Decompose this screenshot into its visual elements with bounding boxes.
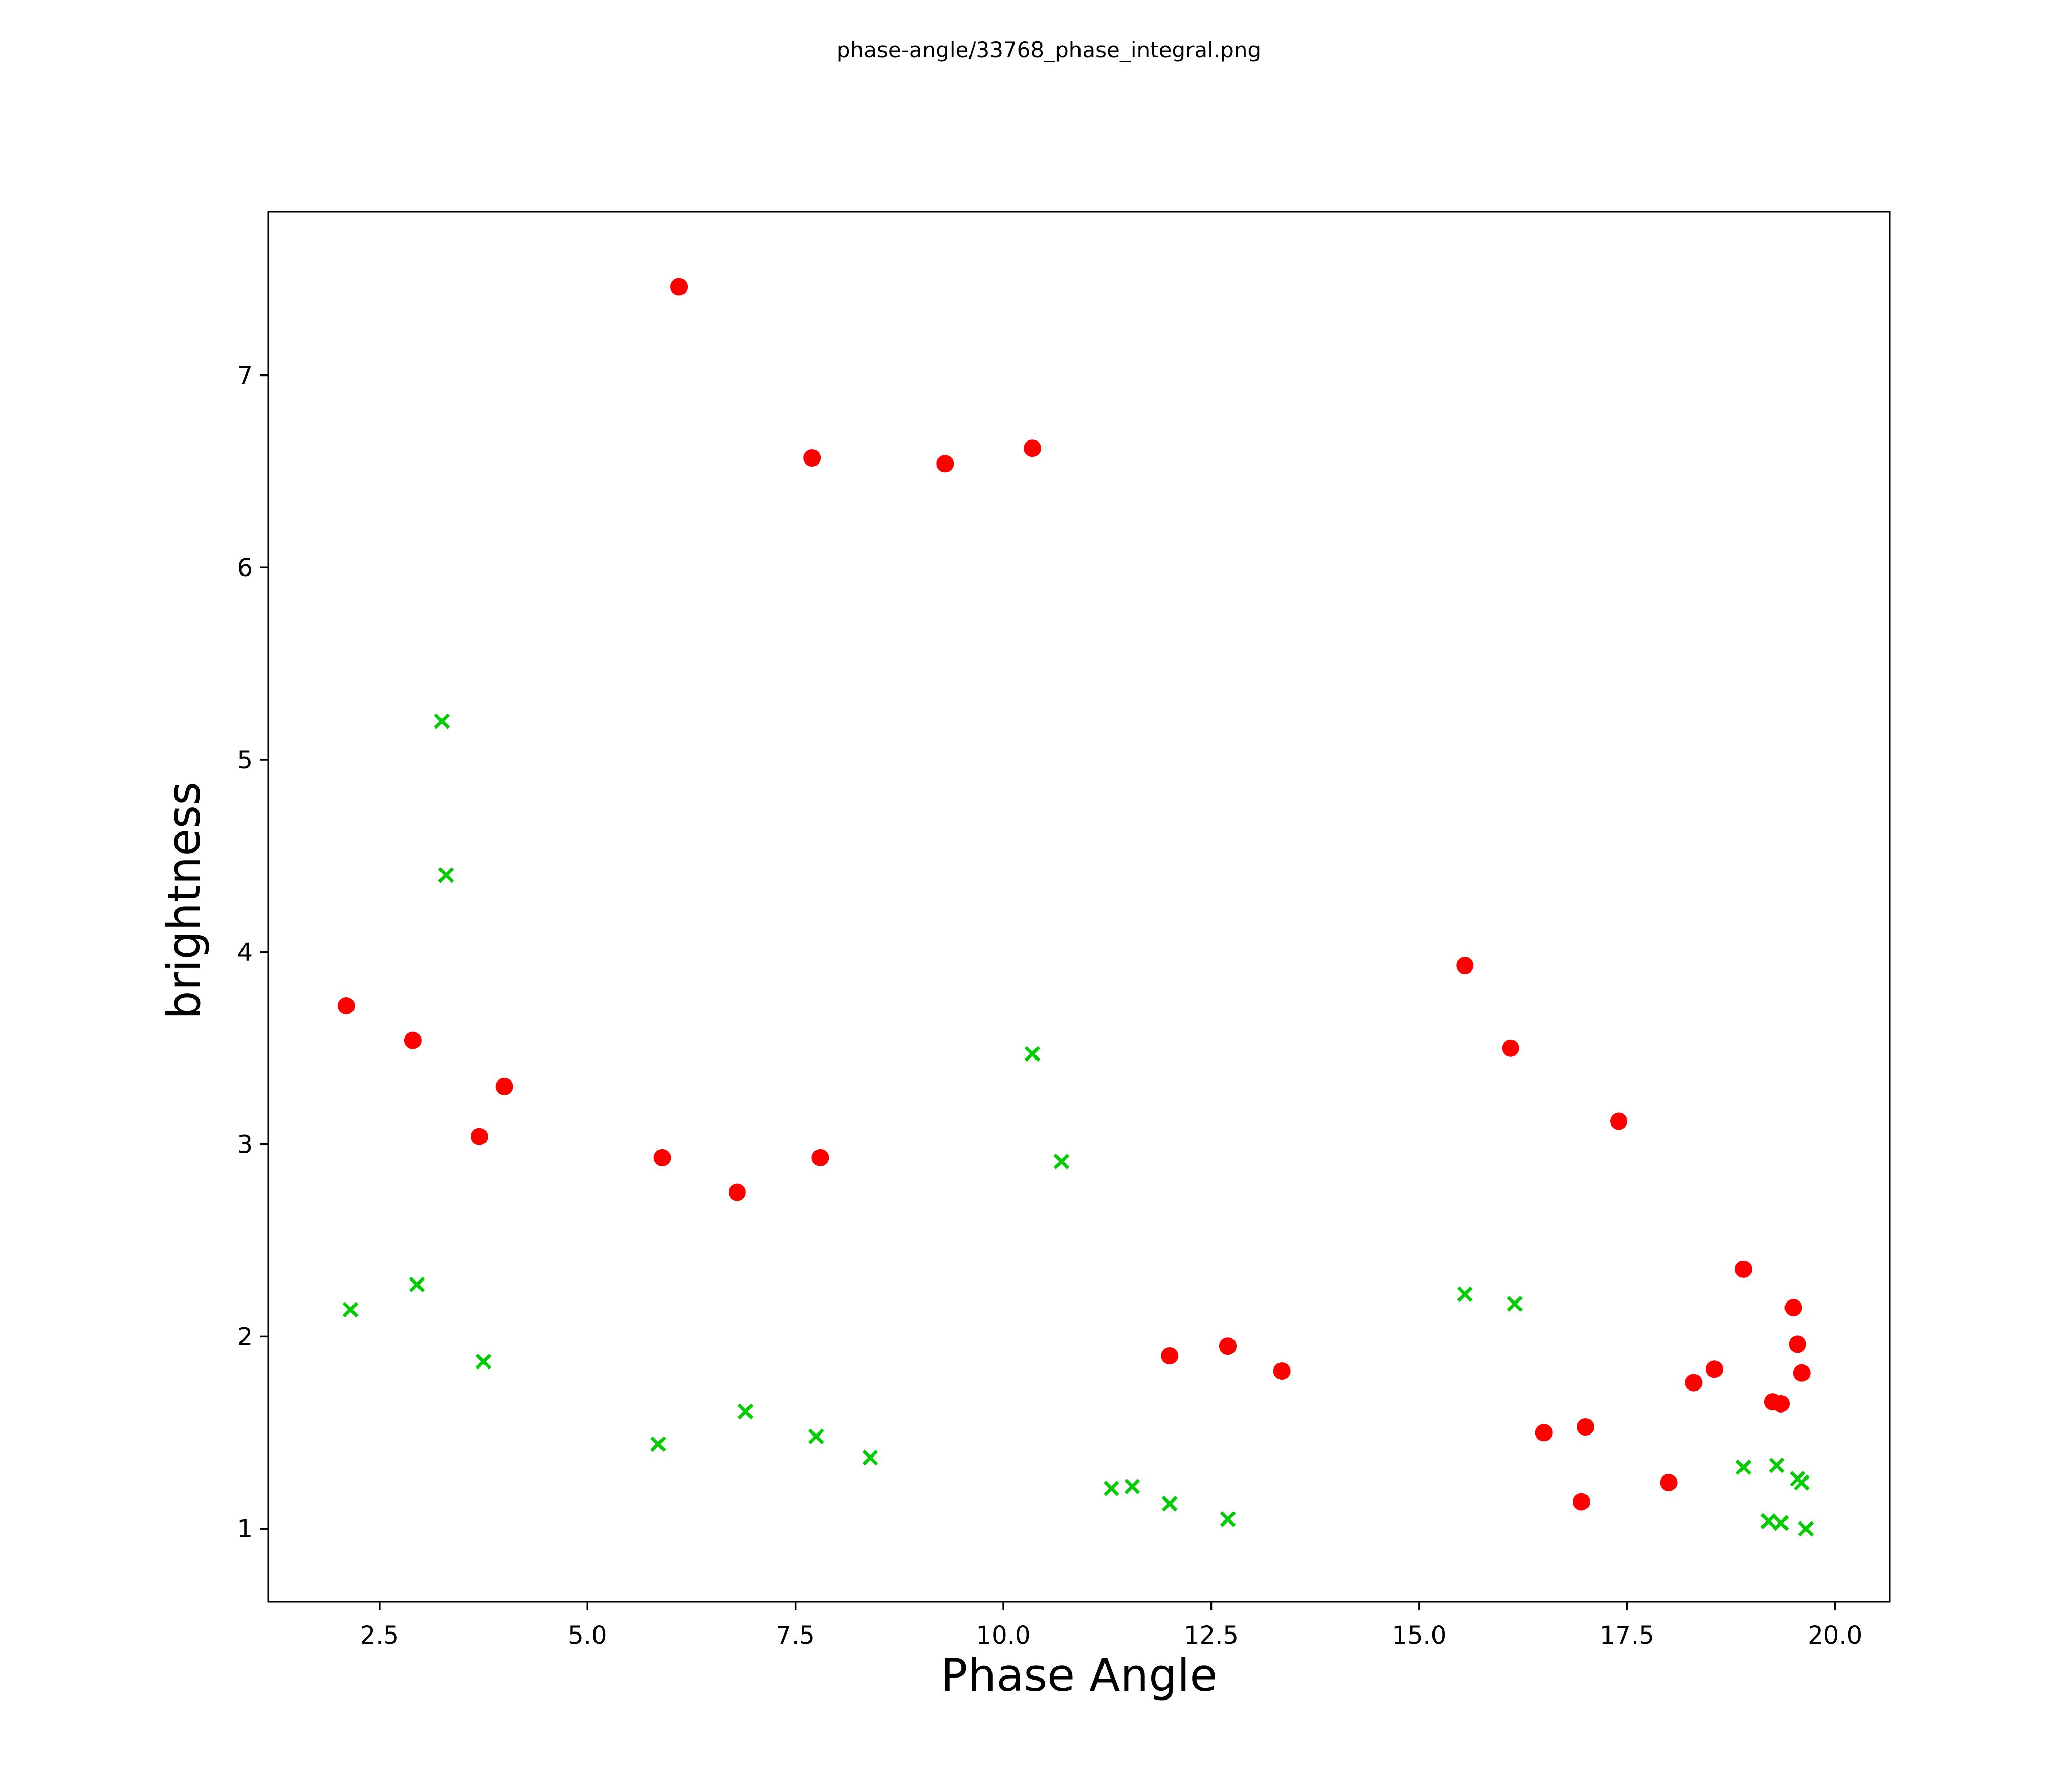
x-tick-label: 2.5 xyxy=(360,1621,399,1650)
data-point-red-circles xyxy=(470,1128,488,1145)
data-point-green-x xyxy=(1794,1474,1810,1491)
data-point-red-circles xyxy=(1734,1260,1752,1278)
data-point-red-circles xyxy=(1577,1418,1595,1436)
data-point-green-x xyxy=(862,1449,878,1466)
data-point-green-x xyxy=(1024,1046,1041,1062)
y-tick-label: 3 xyxy=(237,1131,253,1159)
data-point-red-circles xyxy=(1793,1364,1811,1382)
data-point-red-circles xyxy=(1273,1362,1291,1380)
x-tick-label: 15.0 xyxy=(1392,1621,1446,1650)
y-axis-ticks: 1 2 3 4 5 6 7 xyxy=(237,361,268,1543)
data-point-green-x xyxy=(1507,1296,1523,1312)
data-point-red-circles xyxy=(653,1149,671,1166)
data-point-red-circles xyxy=(404,1031,422,1049)
x-tick-label: 5.0 xyxy=(568,1621,607,1650)
data-point-green-x xyxy=(1735,1459,1752,1475)
y-tick-label: 6 xyxy=(237,554,253,582)
data-point-red-circles xyxy=(1023,439,1041,457)
data-point-red-circles xyxy=(670,278,688,296)
data-point-red-circles xyxy=(337,997,355,1015)
y-axis-label: brightness xyxy=(158,782,210,1019)
data-point-red-circles xyxy=(728,1183,746,1201)
data-point-red-circles xyxy=(936,455,954,473)
data-point-green-x xyxy=(650,1436,666,1452)
data-point-green-x xyxy=(1769,1457,1785,1473)
data-point-green-x xyxy=(737,1403,754,1420)
data-point-green-x xyxy=(1773,1515,1789,1531)
data-point-red-circles xyxy=(495,1077,513,1095)
y-tick-label: 5 xyxy=(237,746,253,775)
data-point-red-circles xyxy=(1161,1347,1179,1364)
data-point-red-circles xyxy=(1219,1337,1237,1355)
x-axis-ticks: 2.5 5.0 7.5 10.0 12.5 15.0 17.5 20.0 xyxy=(360,1602,1862,1650)
y-tick-label: 1 xyxy=(237,1515,253,1543)
data-point-green-x xyxy=(434,713,450,730)
data-point-green-x xyxy=(1104,1480,1119,1496)
y-tick-label: 2 xyxy=(237,1322,253,1351)
data-point-red-circles xyxy=(1610,1112,1628,1130)
data-point-red-circles xyxy=(1685,1374,1703,1392)
data-point-green-x xyxy=(808,1428,824,1445)
data-point-red-circles xyxy=(1535,1424,1553,1442)
data-point-red-circles xyxy=(1789,1335,1806,1353)
x-axis-label: Phase Angle xyxy=(940,1649,1217,1702)
x-tick-label: 12.5 xyxy=(1184,1621,1239,1650)
x-tick-label: 20.0 xyxy=(1808,1621,1862,1650)
data-point-green-x xyxy=(475,1353,492,1370)
data-point-green-x xyxy=(1798,1520,1814,1537)
x-tick-label: 10.0 xyxy=(976,1621,1031,1650)
data-point-red-circles xyxy=(1772,1395,1790,1413)
data-point-red-circles xyxy=(811,1149,829,1166)
data-point-red-circles xyxy=(1456,957,1474,975)
chart-title: phase-angle/33768_phase_integral.png xyxy=(836,37,1261,62)
data-point-green-x xyxy=(1161,1496,1178,1512)
data-point-red-circles xyxy=(1705,1360,1723,1378)
plot-area xyxy=(267,211,1891,1603)
data-point-red-circles xyxy=(1502,1039,1519,1057)
y-tick-label: 7 xyxy=(237,361,253,390)
data-points xyxy=(337,278,1814,1537)
x-tick-label: 7.5 xyxy=(776,1621,814,1650)
y-tick-label: 4 xyxy=(237,938,253,967)
data-point-green-x xyxy=(342,1301,359,1318)
data-point-green-x xyxy=(1220,1511,1236,1527)
data-point-green-x xyxy=(1053,1154,1070,1170)
data-point-red-circles xyxy=(803,449,821,467)
data-point-green-x xyxy=(1124,1479,1140,1494)
data-point-red-circles xyxy=(1784,1299,1802,1317)
data-point-green-x xyxy=(1760,1513,1776,1529)
data-point-green-x xyxy=(1457,1286,1473,1303)
data-point-red-circles xyxy=(1572,1493,1590,1511)
data-point-green-x xyxy=(409,1276,425,1293)
x-tick-label: 17.5 xyxy=(1600,1621,1655,1650)
data-point-green-x xyxy=(438,867,454,883)
data-point-red-circles xyxy=(1660,1474,1678,1492)
